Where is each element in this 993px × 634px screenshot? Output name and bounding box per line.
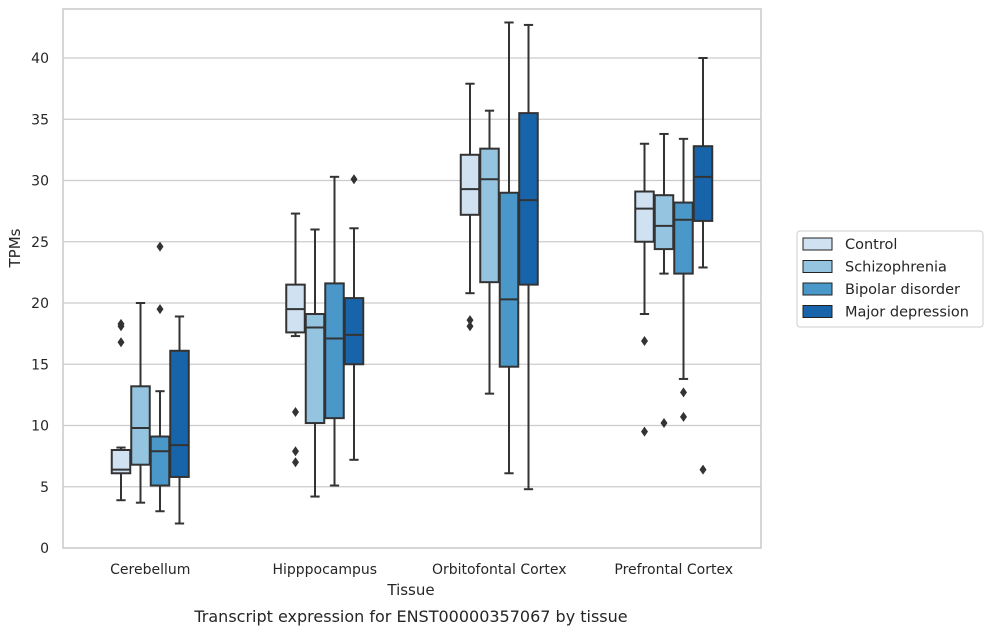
x-axis-label: Tissue	[386, 581, 434, 599]
gridlines	[63, 57, 761, 488]
box	[459, 153, 481, 216]
x-tick-label: Prefrontal Cortex	[614, 562, 733, 578]
y-tick-label: 5	[40, 480, 49, 496]
legend-label: Major depression	[845, 305, 969, 321]
box-control-3	[634, 142, 655, 437]
box-control-0	[110, 318, 132, 502]
box-control-1	[285, 212, 306, 468]
outlier-point	[117, 337, 125, 348]
box-bipolar-disorder-0	[149, 241, 171, 513]
box-schizophrenia-3	[653, 132, 675, 429]
legend-label: Bipolar disorder	[845, 282, 960, 298]
legend-swatch	[802, 282, 833, 296]
outlier-point	[156, 304, 164, 315]
box-bipolar-disorder-1	[324, 175, 345, 487]
box-schizophrenia-0	[130, 302, 151, 504]
outlier-point	[466, 315, 474, 326]
chart-caption: Transcript expression for ENST0000035706…	[193, 607, 627, 626]
outlier-point	[292, 446, 299, 457]
outlier-point	[466, 321, 474, 332]
box-schizophrenia-1	[304, 228, 326, 498]
y-tick-label: 15	[31, 357, 49, 373]
y-tick-label: 30	[31, 174, 49, 190]
legend-swatch	[802, 237, 833, 251]
outlier-point	[350, 174, 358, 185]
box	[169, 349, 190, 478]
legend: Control Schizophrenia Bipolar disorder Majo…	[796, 230, 984, 328]
outlier-point	[641, 426, 648, 437]
box	[479, 147, 500, 284]
x-tick-label: Orbitofontal Cortex	[432, 562, 567, 578]
y-axis-label: TPMs	[6, 228, 24, 268]
box-major-depression-0	[169, 315, 190, 525]
legend-frame	[796, 230, 984, 328]
outlier-point	[292, 457, 299, 468]
y-tick-label: 25	[31, 235, 49, 251]
box	[518, 112, 539, 286]
box	[149, 435, 171, 487]
box-bipolar-disorder-2	[498, 21, 520, 475]
box	[673, 201, 694, 275]
box	[692, 145, 714, 222]
box-major-depression-3	[692, 57, 714, 475]
y-tick-label: 0	[40, 541, 49, 557]
legend-label: Schizophrenia	[845, 260, 947, 276]
x-tick-label: Hipppocampus	[272, 562, 377, 578]
box-control-2	[459, 82, 481, 332]
y-tick-label: 10	[31, 419, 49, 435]
outlier-point	[292, 407, 299, 418]
box-schizophrenia-2	[479, 109, 500, 395]
box-bipolar-disorder-3	[673, 137, 694, 422]
outlier-point	[680, 411, 687, 422]
legend-label: Control	[845, 237, 897, 253]
box-major-depression-1	[343, 174, 365, 461]
box	[324, 282, 345, 420]
y-tick-label: 35	[31, 112, 49, 128]
box	[653, 194, 675, 251]
outlier-point	[156, 241, 164, 252]
x-tick-label: Cerebellum	[110, 562, 190, 578]
x-axis-ticks: Cerebellum Hipppocampus Orbitofontal Corte…	[110, 562, 733, 578]
box	[498, 191, 520, 368]
outlier-point	[641, 335, 648, 346]
y-axis-ticks: 0 5 10 15 20 25 30 35 40	[31, 51, 49, 557]
legend-swatch	[802, 260, 833, 273]
plot-frame	[62, 8, 762, 549]
box-major-depression-2	[518, 23, 539, 491]
box	[343, 297, 365, 366]
outlier-point	[660, 418, 668, 429]
box	[130, 385, 151, 466]
box	[634, 190, 655, 243]
y-tick-label: 20	[31, 296, 49, 312]
box-plot-area	[110, 21, 714, 525]
outlier-point	[699, 464, 707, 475]
outlier-point	[117, 318, 125, 329]
y-tick-label: 40	[31, 51, 49, 67]
outlier-point	[680, 387, 687, 398]
box	[304, 313, 326, 425]
legend-swatch	[802, 305, 833, 318]
